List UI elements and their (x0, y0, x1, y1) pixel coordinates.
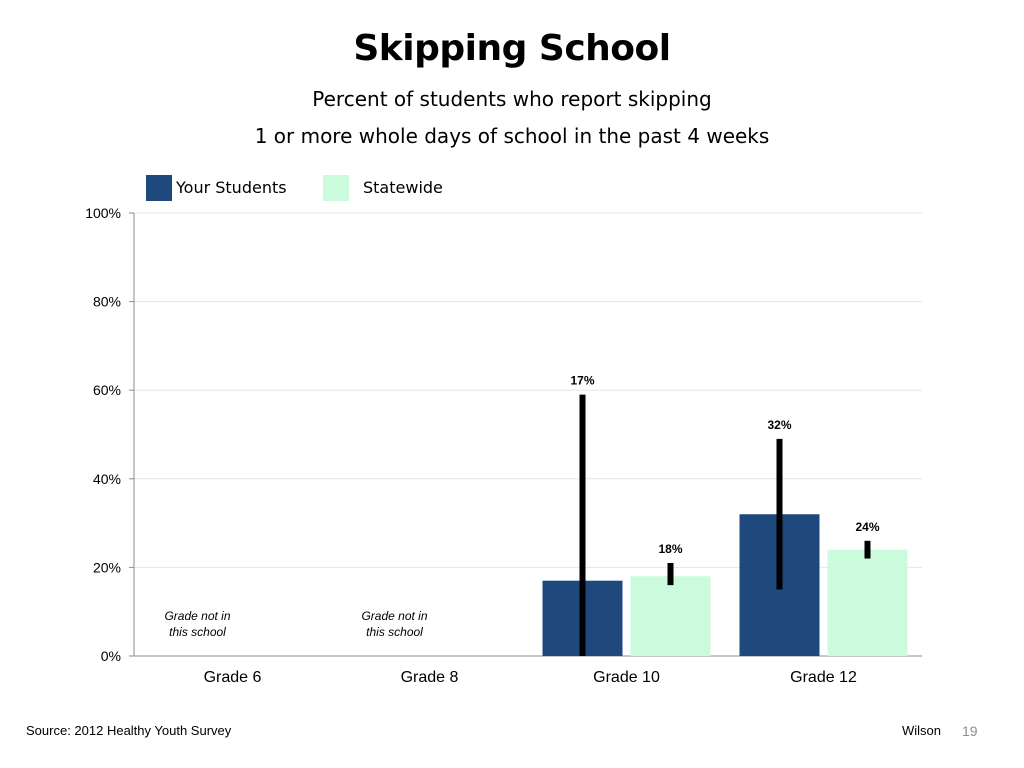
annotation-line-2: this school (169, 625, 226, 639)
x-tick-label: Grade 10 (593, 669, 660, 686)
slide-subtitle-line-1: Percent of students who report skipping (312, 87, 712, 111)
legend-label-statewide: Statewide (363, 178, 443, 197)
annotation-line-1: Grade not in (164, 609, 230, 623)
data-label-statewide: 18% (658, 542, 682, 556)
bar-statewide (827, 549, 908, 656)
annotation-line-2: this school (366, 625, 423, 639)
y-tick-label: 80% (93, 294, 121, 310)
y-tick-label: 20% (93, 559, 121, 575)
legend-swatch-statewide (323, 175, 349, 201)
source-note: Source: 2012 Healthy Youth Survey (26, 723, 232, 738)
author-name: Wilson (902, 723, 942, 738)
page-number: 19 (962, 723, 978, 739)
y-tick-label: 40% (93, 471, 121, 487)
data-label-statewide: 24% (855, 520, 879, 534)
x-tick-label: Grade 8 (401, 669, 459, 686)
y-tick-label: 0% (101, 648, 121, 664)
slide-title: Skipping School (353, 28, 671, 69)
y-tick-label: 60% (93, 382, 121, 398)
x-tick-label: Grade 6 (204, 669, 262, 686)
bar-statewide (630, 576, 711, 656)
y-tick-label: 100% (85, 205, 121, 221)
slide-subtitle-line-2: 1 or more whole days of school in the pa… (254, 124, 770, 148)
annotation-line-1: Grade not in (361, 609, 427, 623)
legend-swatch-your-students (146, 175, 172, 201)
data-label-your-students: 32% (767, 418, 791, 432)
x-tick-label: Grade 12 (790, 669, 857, 686)
legend-label-your-students: Your Students (176, 178, 287, 197)
data-label-your-students: 17% (570, 374, 594, 388)
